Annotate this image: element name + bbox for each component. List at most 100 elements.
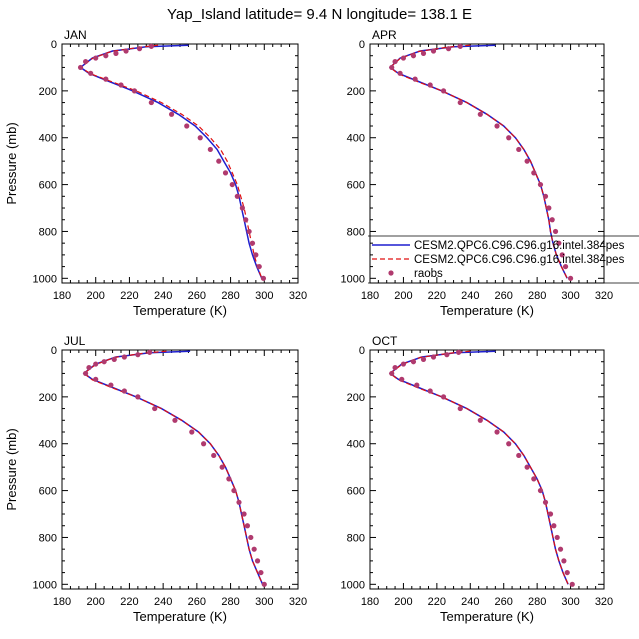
raobs-marker bbox=[537, 487, 544, 494]
raobs-marker bbox=[457, 99, 463, 106]
raobs-marker bbox=[531, 476, 537, 482]
x-axis-label: Temperature (K) bbox=[440, 609, 534, 624]
y-tick-label: 600 bbox=[39, 180, 57, 192]
raobs-marker bbox=[239, 205, 245, 211]
raobs-marker bbox=[564, 569, 570, 576]
raobs-marker bbox=[562, 263, 569, 270]
x-tick-label: 260 bbox=[188, 290, 206, 302]
x-tick-label: 260 bbox=[495, 290, 513, 302]
x-tick-label: 300 bbox=[255, 596, 273, 608]
y-tick-label: 800 bbox=[347, 226, 365, 238]
raobs-marker bbox=[477, 417, 483, 423]
x-tick-label: 200 bbox=[87, 596, 105, 608]
raobs-marker bbox=[556, 240, 562, 246]
panel-jul: 180 200 220 240 260 280 300 320 0 200 400 600 800 100… bbox=[4, 334, 307, 624]
y-tick-label: 200 bbox=[39, 86, 57, 98]
raobs-marker bbox=[546, 205, 552, 211]
raobs-marker bbox=[557, 546, 564, 552]
raobs-marker bbox=[211, 452, 217, 459]
x-axis-label: Temperature (K) bbox=[440, 303, 534, 318]
x-tick-label: 180 bbox=[361, 596, 379, 608]
plot-frame bbox=[61, 349, 299, 590]
raobs-marker bbox=[118, 82, 124, 88]
raobs-marker bbox=[216, 158, 222, 164]
raobs-marker bbox=[77, 64, 84, 71]
raobs-marker bbox=[93, 361, 99, 367]
raobs-marker bbox=[549, 217, 555, 223]
raobs-marker bbox=[445, 46, 452, 52]
raobs-marker bbox=[103, 76, 109, 82]
raobs-marker bbox=[168, 111, 175, 117]
raobs-marker bbox=[229, 181, 235, 188]
raobs-marker bbox=[261, 581, 267, 587]
raobs-marker bbox=[88, 70, 94, 76]
legend-marker bbox=[388, 270, 394, 276]
raobs-marker bbox=[197, 135, 203, 141]
raobs-marker bbox=[236, 499, 242, 505]
raobs-marker bbox=[569, 581, 575, 587]
y-tick-label: 600 bbox=[39, 486, 57, 498]
y-tick-label: 0 bbox=[359, 345, 365, 357]
raobs-marker bbox=[258, 569, 264, 576]
raobs-marker bbox=[113, 50, 119, 56]
y-tick-label: 400 bbox=[39, 133, 57, 145]
raobs-marker bbox=[440, 88, 447, 94]
raobs-marker bbox=[457, 405, 463, 412]
raobs-marker bbox=[414, 382, 420, 388]
raobs-marker bbox=[516, 452, 522, 459]
raobs-marker bbox=[392, 364, 398, 371]
raobs-marker bbox=[516, 146, 522, 153]
y-tick-label: 400 bbox=[347, 439, 365, 451]
raobs-marker bbox=[506, 441, 512, 447]
raobs-marker bbox=[444, 352, 450, 358]
raobs-marker bbox=[123, 48, 129, 54]
raobs-marker bbox=[131, 88, 138, 94]
raobs-marker bbox=[410, 53, 417, 59]
x-axis-label: Temperature (K) bbox=[133, 609, 227, 624]
y-tick-label: 400 bbox=[39, 439, 57, 451]
plot-frame bbox=[369, 349, 605, 590]
raobs-marker bbox=[410, 359, 417, 365]
x-tick-label: 280 bbox=[528, 290, 546, 302]
raobs-marker bbox=[86, 364, 92, 371]
raobs-marker bbox=[251, 546, 257, 552]
panel-apr: 180 200 220 240 260 280 300 320 0 200 400 600 800 100… bbox=[341, 28, 614, 318]
x-tick-label: 200 bbox=[394, 596, 412, 608]
raobs-marker bbox=[207, 146, 213, 153]
raobs-marker bbox=[254, 558, 261, 564]
y-axis-label: Pressure (mb) bbox=[4, 122, 19, 204]
raobs-marker bbox=[172, 417, 178, 423]
raobs-marker bbox=[103, 53, 109, 59]
raobs-marker bbox=[400, 55, 407, 61]
raobs-marker bbox=[542, 499, 549, 505]
y-tick-label: 600 bbox=[347, 486, 365, 498]
y-tick-label: 400 bbox=[347, 133, 365, 145]
raobs-marker bbox=[226, 476, 232, 482]
x-tick-label: 200 bbox=[394, 290, 412, 302]
raobs-marker bbox=[135, 394, 141, 400]
legend: CESM2.QPC6.C96.C96.g16.intel.384pes CESM2… bbox=[368, 235, 639, 284]
x-tick-label: 180 bbox=[53, 290, 71, 302]
raobs-marker bbox=[537, 181, 544, 188]
raobs-marker bbox=[234, 193, 240, 199]
raobs-marker bbox=[542, 193, 549, 199]
panel-oct: 180 200 220 240 260 280 300 320 0 200 400 600 800 100… bbox=[341, 334, 614, 624]
panel-title: APR bbox=[372, 28, 397, 42]
y-tick-label: 0 bbox=[51, 345, 57, 357]
raobs-marker bbox=[101, 359, 107, 365]
raobs-marker bbox=[241, 511, 247, 517]
raobs-marker bbox=[561, 558, 567, 564]
raobs-marker bbox=[93, 55, 99, 61]
raobs-marker bbox=[83, 58, 89, 65]
raobs-marker bbox=[524, 158, 530, 164]
x-tick-label: 300 bbox=[561, 290, 579, 302]
raobs-marker bbox=[147, 349, 153, 355]
raobs-marker bbox=[256, 263, 262, 270]
raobs-marker bbox=[552, 228, 559, 235]
raobs-marker bbox=[148, 43, 154, 49]
x-tick-label: 320 bbox=[595, 290, 613, 302]
y-tick-label: 200 bbox=[347, 392, 365, 404]
raobs-marker bbox=[412, 76, 418, 82]
y-tick-label: 800 bbox=[39, 226, 57, 238]
x-tick-label: 320 bbox=[289, 596, 307, 608]
